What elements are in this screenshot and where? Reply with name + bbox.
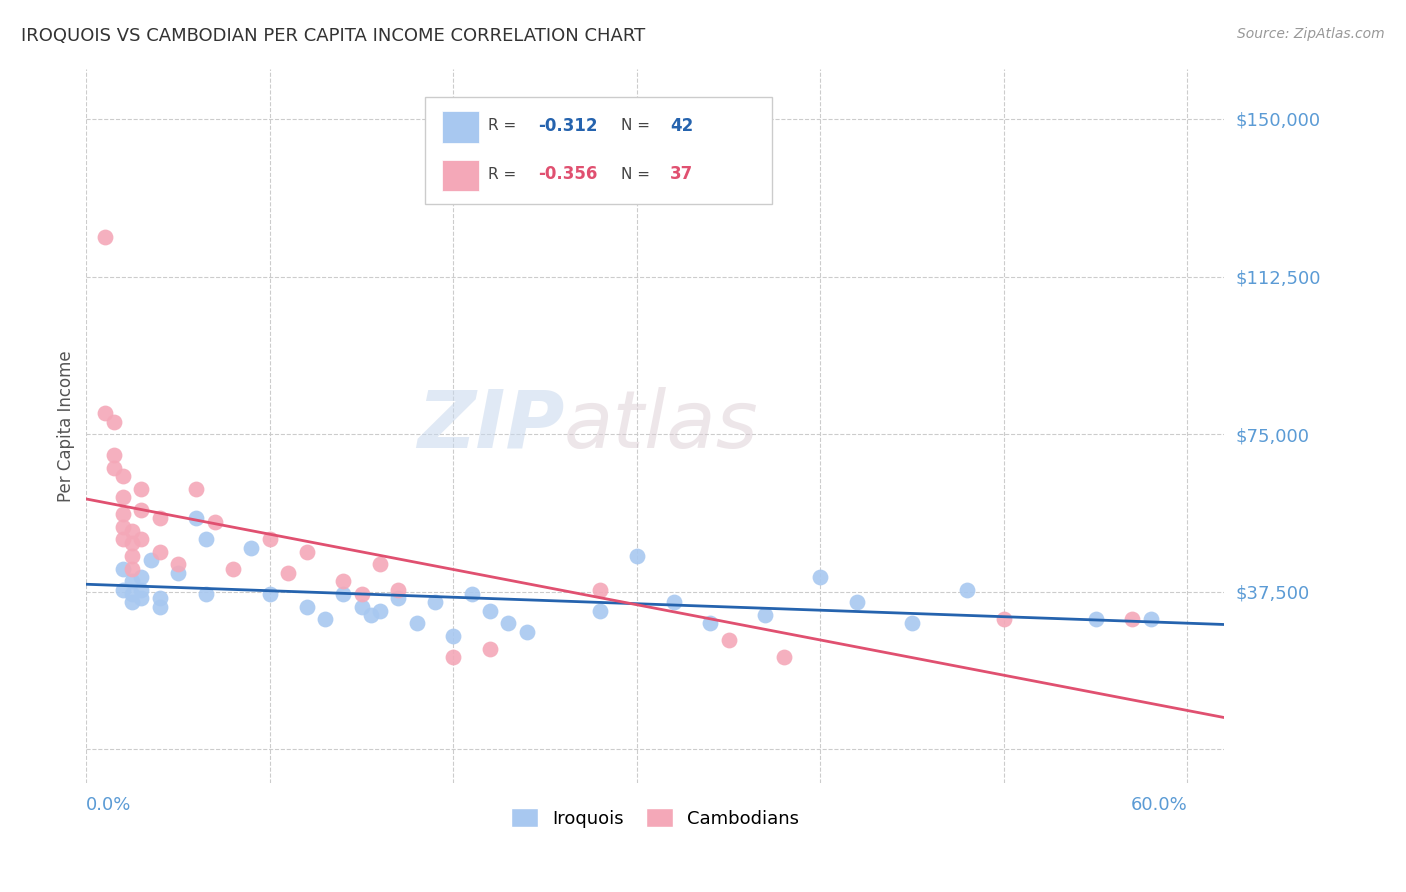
- Point: [131, 503, 153, 517]
- Point: [332, 587, 354, 601]
- Point: [111, 490, 134, 504]
- Point: [167, 558, 190, 572]
- Point: [149, 591, 172, 606]
- Point: [111, 519, 134, 533]
- FancyBboxPatch shape: [443, 112, 479, 143]
- Point: [222, 562, 245, 576]
- Point: [186, 511, 208, 525]
- Text: 42: 42: [671, 117, 693, 135]
- Point: [350, 599, 373, 614]
- Point: [167, 566, 190, 580]
- Point: [332, 574, 354, 589]
- Text: 37: 37: [671, 165, 693, 183]
- Point: [186, 482, 208, 496]
- Point: [846, 595, 869, 609]
- Point: [589, 604, 612, 618]
- Point: [589, 582, 612, 597]
- Point: [259, 533, 281, 547]
- Point: [423, 595, 446, 609]
- Point: [194, 587, 217, 601]
- Point: [441, 649, 464, 664]
- Text: N =: N =: [621, 167, 650, 182]
- Point: [194, 533, 217, 547]
- Text: IROQUOIS VS CAMBODIAN PER CAPITA INCOME CORRELATION CHART: IROQUOIS VS CAMBODIAN PER CAPITA INCOME …: [21, 27, 645, 45]
- Point: [699, 616, 721, 631]
- Point: [717, 633, 740, 648]
- Point: [204, 516, 226, 530]
- Text: -0.312: -0.312: [538, 117, 598, 135]
- Point: [901, 616, 924, 631]
- Point: [479, 604, 502, 618]
- Point: [626, 549, 648, 563]
- Point: [93, 229, 115, 244]
- Point: [662, 595, 685, 609]
- Point: [498, 616, 520, 631]
- Point: [993, 612, 1015, 626]
- Point: [295, 545, 318, 559]
- Point: [121, 574, 143, 589]
- Point: [277, 566, 299, 580]
- Point: [1139, 612, 1161, 626]
- Text: N =: N =: [621, 118, 650, 133]
- Point: [149, 599, 172, 614]
- Point: [121, 587, 143, 601]
- Point: [460, 587, 482, 601]
- Text: 0.0%: 0.0%: [86, 796, 132, 814]
- Point: [103, 415, 125, 429]
- Point: [103, 448, 125, 462]
- Text: -0.356: -0.356: [538, 165, 598, 183]
- Point: [111, 562, 134, 576]
- Point: [121, 524, 143, 538]
- Point: [441, 629, 464, 643]
- Point: [111, 533, 134, 547]
- Text: atlas: atlas: [564, 387, 759, 465]
- Point: [111, 582, 134, 597]
- Point: [111, 507, 134, 521]
- Point: [808, 570, 831, 584]
- Point: [131, 582, 153, 597]
- Point: [259, 587, 281, 601]
- Text: ZIP: ZIP: [416, 387, 564, 465]
- Point: [93, 406, 115, 420]
- FancyBboxPatch shape: [426, 97, 772, 204]
- Legend: Iroquois, Cambodians: Iroquois, Cambodians: [503, 801, 807, 835]
- Point: [516, 624, 538, 639]
- Text: Source: ZipAtlas.com: Source: ZipAtlas.com: [1237, 27, 1385, 41]
- Point: [121, 595, 143, 609]
- Point: [368, 604, 391, 618]
- Point: [139, 553, 162, 567]
- Point: [111, 469, 134, 483]
- Point: [350, 587, 373, 601]
- Point: [131, 591, 153, 606]
- Y-axis label: Per Capita Income: Per Capita Income: [58, 350, 75, 501]
- Point: [360, 607, 382, 622]
- Point: [149, 511, 172, 525]
- Point: [295, 599, 318, 614]
- Point: [479, 641, 502, 656]
- Text: R =: R =: [488, 167, 516, 182]
- Point: [1121, 612, 1143, 626]
- Point: [131, 570, 153, 584]
- Point: [387, 582, 409, 597]
- Point: [121, 536, 143, 550]
- Text: 60.0%: 60.0%: [1130, 796, 1188, 814]
- Point: [754, 607, 776, 622]
- Point: [1084, 612, 1107, 626]
- Point: [131, 533, 153, 547]
- Point: [368, 558, 391, 572]
- Point: [149, 545, 172, 559]
- Point: [103, 460, 125, 475]
- Point: [131, 482, 153, 496]
- Text: R =: R =: [488, 118, 516, 133]
- Point: [387, 591, 409, 606]
- Point: [121, 562, 143, 576]
- Point: [314, 612, 336, 626]
- Point: [405, 616, 427, 631]
- Point: [772, 649, 794, 664]
- Point: [956, 582, 979, 597]
- Point: [240, 541, 263, 555]
- Point: [121, 549, 143, 563]
- FancyBboxPatch shape: [443, 160, 479, 192]
